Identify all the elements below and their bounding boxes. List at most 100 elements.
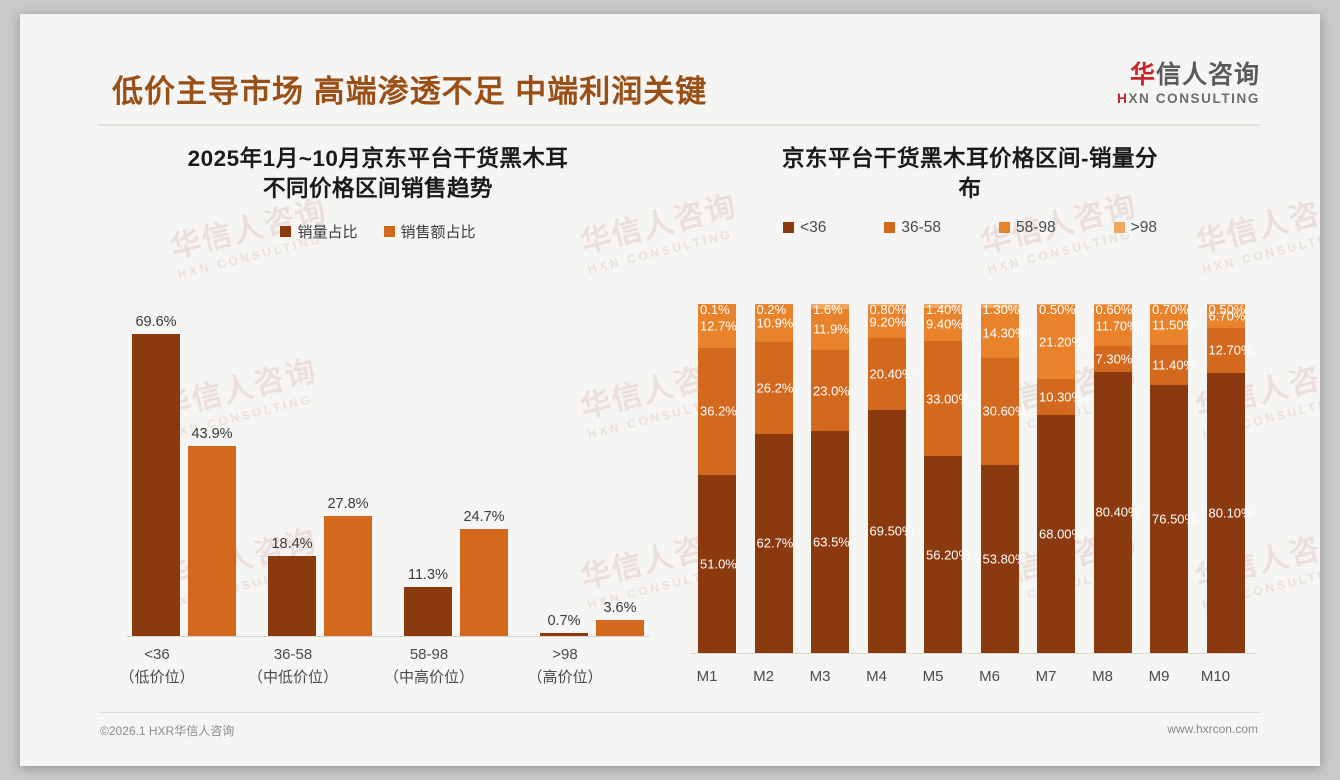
stacked-bar-segment[interactable]: 26.2% (754, 341, 793, 434)
bar[interactable]: 0.7% (540, 613, 588, 636)
stacked-bar-segment[interactable]: 10.9% (754, 304, 793, 342)
stacked-bar-segment[interactable]: 33.00% (924, 340, 970, 457)
stacked-bar-segment[interactable]: 10.30% (1037, 378, 1083, 415)
legend-item[interactable]: >98 (1113, 219, 1157, 237)
legend-label: 58-98 (1016, 218, 1056, 236)
x-axis-label: M6 (979, 668, 1000, 685)
stacked-bar[interactable]: 51.0% 36.2% 12.7% 0.1% (698, 304, 737, 653)
stacked-bar-segment[interactable]: 80.10% (1206, 372, 1253, 653)
segment-value-label: 7.30% (1095, 351, 1133, 367)
stacked-bar-segment[interactable]: 12.70% (1206, 328, 1253, 373)
stacked-bar-segment[interactable]: 0.70% (1150, 304, 1189, 317)
bar[interactable]: 69.6% (132, 314, 180, 636)
left-chart-legend: 销量占比 销售额占比 (98, 221, 658, 242)
stacked-bar-segment[interactable]: 30.60% (980, 357, 1027, 465)
stacked-bar-segment[interactable]: 69.50% (867, 409, 914, 653)
stacked-bar[interactable]: 62.7% 26.2% 10.9% 0.2% (754, 304, 793, 653)
segment-value-label: 0.50% (1208, 304, 1246, 317)
segment-value-label: 21.20% (1039, 334, 1084, 350)
logo-hua-char: 华 (1129, 61, 1156, 89)
slide-header: 低价主导市场 高端渗透不足 中端利润关键 华信人咨询 HXN CONSULTIN… (98, 60, 1260, 126)
stacked-bar-segment[interactable]: 63.5% (811, 430, 850, 653)
stacked-bar[interactable]: 56.20% 33.00% 9.40% 1.40% (924, 304, 970, 653)
segment-value-label: 6.70% (1208, 308, 1246, 324)
stacked-bar[interactable]: 68.00% 10.30% 21.20% 0.50% (1037, 304, 1083, 653)
stacked-bar[interactable]: 63.5% 23.0% 11.9% 1.6% (811, 304, 850, 653)
bar[interactable]: 18.4% (268, 536, 316, 636)
stacked-bar-segment[interactable]: 0.80% (867, 304, 906, 317)
stacked-bar-segment[interactable]: 11.70% (1093, 305, 1139, 347)
bar[interactable]: 3.6% (596, 600, 644, 636)
stacked-bar-segment[interactable]: 80.40% (1093, 371, 1140, 653)
segment-value-label: 68.00% (1039, 526, 1084, 542)
right-chart-legend: <36 36-58 58-98 >98 (680, 219, 1260, 237)
bar[interactable]: 43.9% (188, 426, 236, 636)
legend-item[interactable]: <36 (783, 219, 826, 237)
segment-value-label: 10.30% (1039, 389, 1084, 405)
bar-value-label: 0.7% (547, 612, 581, 629)
stacked-bar-segment[interactable]: 11.9% (811, 308, 849, 351)
segment-value-label: 69.50% (869, 523, 914, 539)
stacked-bar[interactable]: 80.40% 7.30% 11.70% 0.60% (1093, 304, 1140, 653)
stacked-bar-segment[interactable]: 53.80% (980, 464, 1027, 653)
stacked-bar-segment[interactable]: 12.7% (698, 304, 737, 348)
left-chart-panel: 2025年1月~10月京东平台干货黑木耳 不同价格区间销售趋势 销量占比 销售额占… (98, 144, 658, 714)
legend-swatch-icon (280, 225, 292, 237)
right-chart-panel: 京东平台干货黑木耳价格区间-销量分 布 <36 36-58 58-98 >98 51.… (680, 144, 1260, 714)
stacked-bar-segment[interactable]: 20.40% (867, 338, 914, 410)
stacked-bar-segment[interactable]: 21.20% (1037, 304, 1083, 379)
stacked-bar[interactable]: 53.80% 30.60% 14.30% 1.30% (980, 304, 1027, 653)
stacked-bar-segment[interactable]: 36.2% (698, 347, 737, 475)
segment-value-label: 9.40% (926, 316, 963, 332)
bar[interactable]: 24.7% (460, 509, 508, 636)
segment-value-label: 56.20% (926, 547, 971, 563)
stacked-bar-segment[interactable]: 62.7% (754, 433, 793, 653)
segment-value-label: 11.40% (1152, 357, 1196, 373)
stacked-bar-segment[interactable]: 0.50% (1037, 304, 1076, 317)
legend-item[interactable]: 58-98 (999, 219, 1056, 237)
stacked-bar-segment[interactable]: 9.20% (867, 306, 907, 339)
legend-item[interactable]: 销量占比 (280, 221, 358, 242)
stacked-bar-segment[interactable]: 56.20% (924, 456, 970, 653)
stacked-bar-segment[interactable]: 1.6% (811, 304, 849, 317)
stacked-bar-segment[interactable]: 76.50% (1150, 385, 1196, 653)
bar[interactable]: 27.8% (324, 496, 372, 636)
bar[interactable]: 11.3% (404, 567, 452, 636)
stacked-bar-segment[interactable]: 1.40% (924, 304, 963, 317)
segment-value-label: 9.20% (869, 314, 907, 330)
x-axis-label: M10 (1200, 668, 1231, 685)
stacked-bar-segment[interactable]: 6.70% (1206, 304, 1246, 329)
legend-item[interactable]: 销售额占比 (383, 221, 476, 242)
legend-swatch-icon (1113, 222, 1125, 234)
stacked-bar[interactable]: 80.10% 12.70% 6.70% 0.50% (1206, 304, 1253, 653)
stacked-bar[interactable]: 69.50% 20.40% 9.20% 0.80% (867, 304, 914, 653)
stacked-bar-segment[interactable]: 1.30% (980, 304, 1019, 317)
legend-item[interactable]: 36-58 (884, 219, 941, 237)
footer-copyright: ©2026.1 HXR华信人咨询 (100, 724, 235, 738)
bar-value-label: 24.7% (463, 508, 505, 525)
stacked-bar-segment[interactable]: 11.40% (1150, 345, 1195, 386)
x-axis-label: M1 (696, 668, 718, 685)
x-axis-label: M8 (1092, 668, 1113, 685)
segment-value-label: 1.40% (926, 304, 963, 318)
stacked-bar-segment[interactable]: 23.0% (811, 350, 850, 431)
segment-value-label: 0.2% (756, 304, 787, 318)
stacked-bar-segment[interactable]: 68.00% (1037, 415, 1083, 653)
stacked-bar-segment[interactable]: 9.40% (924, 307, 963, 341)
stacked-bar-segment[interactable]: 0.60% (1093, 304, 1132, 317)
segment-value-label: 0.50% (1039, 304, 1076, 317)
stacked-bar-segment[interactable]: 51.0% (698, 474, 737, 653)
footer-website: www.hxrcon.com (1167, 722, 1258, 736)
stacked-bar[interactable]: 76.50% 11.40% 11.50% 0.70% (1150, 304, 1196, 653)
segment-value-label: 63.5% (813, 534, 850, 550)
stacked-bar-segment[interactable]: 14.30% (980, 307, 1027, 358)
stacked-bar-segment[interactable]: 7.30% (1093, 346, 1133, 372)
legend-swatch-icon (884, 222, 896, 234)
bar-group: 0.7% 3.6% (534, 312, 652, 636)
x-axis-label: M4 (866, 668, 887, 685)
stacked-bar-segment[interactable]: 0.50% (1206, 304, 1245, 317)
segment-value-label: 12.70% (1208, 342, 1253, 358)
logo-chinese-text: 华信人咨询 (1117, 61, 1260, 90)
segment-value-label: 11.70% (1095, 318, 1139, 334)
stacked-bar-segment[interactable]: 11.50% (1150, 305, 1195, 346)
